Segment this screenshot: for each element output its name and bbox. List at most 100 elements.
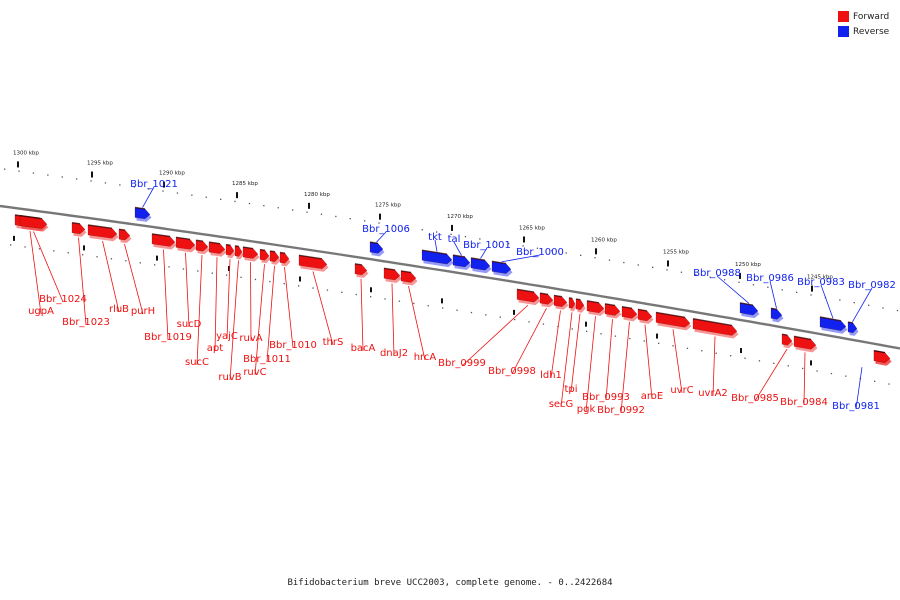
minor-dot xyxy=(349,218,351,220)
gene-sucd-arrow xyxy=(175,236,197,253)
gene-label-rlub: rluB xyxy=(109,304,129,315)
minor-dot xyxy=(370,296,372,298)
gene-label-aroe: aroE xyxy=(641,391,663,402)
gene-bbr-1001-arrow xyxy=(470,257,492,274)
minor-dot xyxy=(695,274,697,276)
gene-bbr-0982-arrow xyxy=(847,321,859,336)
minor-dot xyxy=(197,270,199,272)
leader-aroe xyxy=(644,324,653,400)
minor-dot xyxy=(277,207,279,209)
minor-dot xyxy=(306,211,308,213)
tick-label: 1265 kbp xyxy=(519,225,545,231)
gene-label-baca: bacA xyxy=(351,343,376,354)
major-tick xyxy=(236,192,238,199)
minor-dot xyxy=(830,372,833,375)
gene-label-bbr-1024: Bbr_1024 xyxy=(39,294,87,305)
leader-bbr-1000 xyxy=(501,254,541,263)
minor-dot xyxy=(796,291,798,293)
minor-dot xyxy=(845,375,847,377)
tick-label: 1275 kbp xyxy=(375,203,401,209)
gene-label-bbr-0988: Bbr_0988 xyxy=(693,268,741,279)
leader-sucd xyxy=(185,252,190,328)
minor-dot xyxy=(752,284,755,286)
minor-dot xyxy=(10,244,12,246)
minor-dot xyxy=(254,278,257,281)
minor-dot xyxy=(508,242,510,245)
lower-tick xyxy=(585,321,587,327)
gene-label-bbr-0993: Bbr_0993 xyxy=(582,392,630,403)
figure-caption: Bifidobacterium breve UCC2003, complete … xyxy=(287,578,613,588)
tick-label: 1250 kbp xyxy=(735,262,761,268)
gene-label-bbr-0986: Bbr_0986 xyxy=(746,273,794,284)
gene-label-ugpa: ugpA xyxy=(28,306,54,317)
minor-dot xyxy=(119,184,121,186)
leader-hrca xyxy=(408,286,426,361)
minor-dot xyxy=(234,200,236,203)
leader-bbr-0993 xyxy=(605,319,613,401)
minor-dot xyxy=(542,323,545,325)
gene-yajc-arrow xyxy=(225,243,236,259)
leader-bbr-0985 xyxy=(754,348,788,402)
minor-dot xyxy=(637,264,639,266)
gene-label-tal: tal xyxy=(448,234,461,245)
gene-label-bbr-0984: Bbr_0984 xyxy=(780,397,828,408)
gene-label-ruvc: ruvC xyxy=(243,367,266,378)
major-tick xyxy=(595,248,597,255)
minor-dot xyxy=(355,293,357,296)
gene-label-bbr-0999: Bbr_0999 xyxy=(438,358,486,369)
lower-tick xyxy=(370,287,372,293)
major-tick xyxy=(17,161,19,168)
minor-dot xyxy=(398,300,401,302)
gene-bbr-1010-arrow xyxy=(279,251,291,267)
minor-dot xyxy=(810,294,812,296)
minor-dot xyxy=(614,335,617,337)
minor-dot xyxy=(248,202,251,205)
tick-label: 1285 kbp xyxy=(232,181,258,187)
leader-thrs xyxy=(312,271,334,346)
gene-label-bbr-1019: Bbr_1019 xyxy=(144,332,192,343)
minor-dot xyxy=(191,194,193,196)
gene-label-dnaj2: dnaJ2 xyxy=(380,348,408,359)
minor-dot xyxy=(686,347,689,349)
minor-dot xyxy=(623,261,625,264)
minor-dot xyxy=(580,254,582,256)
leader-bbr-1011 xyxy=(266,265,275,363)
minor-dot xyxy=(326,289,329,291)
lower-tick xyxy=(156,255,158,261)
gene-dnaj2-arrow xyxy=(383,267,402,283)
major-tick xyxy=(667,260,669,267)
minor-dot xyxy=(378,222,380,224)
reverse-swatch xyxy=(838,26,849,37)
forward-swatch xyxy=(838,11,849,22)
leader-bbr-1006 xyxy=(376,231,387,243)
minor-dot xyxy=(767,286,769,288)
major-tick xyxy=(379,213,381,220)
leader-ugpa xyxy=(29,230,42,315)
gene-aroe-arrow xyxy=(637,308,654,324)
gene-label-secg: secG xyxy=(549,399,574,410)
minor-dot xyxy=(436,231,438,233)
major-tick xyxy=(91,171,93,178)
leader-bbr-0983 xyxy=(820,284,834,319)
gene-tpi-arrow xyxy=(575,298,586,313)
lower-tick xyxy=(299,276,301,282)
minor-dot xyxy=(536,247,539,249)
minor-dot xyxy=(90,180,92,182)
leader-bbr-1019 xyxy=(163,249,169,341)
major-tick xyxy=(811,285,813,292)
minor-dot xyxy=(125,260,127,262)
minor-dot xyxy=(364,220,366,222)
gene-label-thrs: thrS xyxy=(323,337,344,348)
minor-dot xyxy=(67,252,69,254)
gene-bbr-1006-arrow xyxy=(369,241,385,257)
gene-label-tpi: tpi xyxy=(564,384,577,395)
minor-dot xyxy=(701,350,703,352)
leader-tpi xyxy=(570,313,581,393)
gene-label-bbr-0985: Bbr_0985 xyxy=(731,393,779,404)
leader-succ xyxy=(196,255,203,366)
leader-bbr-0998 xyxy=(511,307,547,375)
minor-dot xyxy=(839,299,841,301)
minor-dot xyxy=(758,360,761,362)
gene-label-bbr-0981: Bbr_0981 xyxy=(832,401,880,412)
leader-bbr-1010 xyxy=(284,267,294,349)
